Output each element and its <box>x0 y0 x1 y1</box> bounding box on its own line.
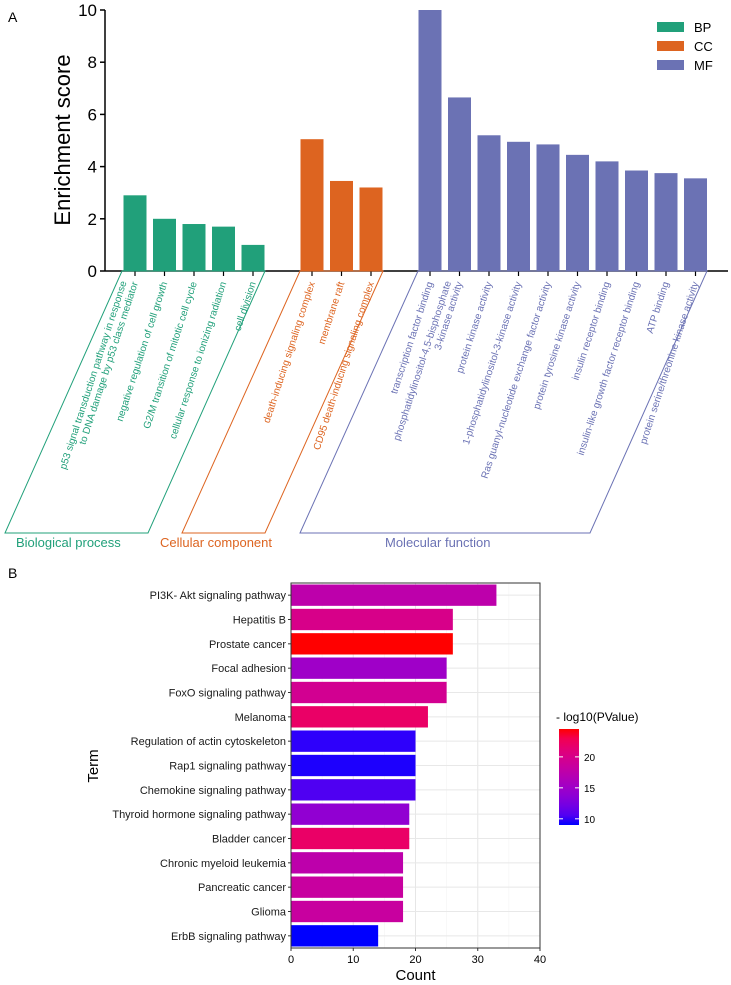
panel-a-chart: 0 2 4 6 8 10 Enrichment score p53 signal transd… <box>4 1 728 550</box>
panel-label-a: A <box>8 9 18 25</box>
y-tick-label: Prostate cancer <box>209 639 286 651</box>
bar-bp <box>153 218 176 271</box>
y-tick-label: 2 <box>88 210 97 229</box>
bar <box>291 633 453 655</box>
y-tick-label: Glioma <box>251 907 287 919</box>
x-tick-label: 30 <box>472 954 484 966</box>
bar <box>291 779 416 801</box>
x-tick-label: cell division <box>233 281 259 333</box>
group-label: Cellular component <box>160 535 272 550</box>
y-tick-label: Hepatitis B <box>233 615 286 627</box>
y-tick-label: FoxO signaling pathway <box>169 688 287 700</box>
bar-mf <box>654 173 678 271</box>
bar-cc <box>330 180 353 271</box>
y-tick-label: PI3K- Akt signaling pathway <box>150 590 287 602</box>
y-tick-label: Melanoma <box>235 712 287 724</box>
colorbar <box>559 729 579 825</box>
x-tick-label: 0 <box>288 954 294 966</box>
bar <box>291 584 497 606</box>
bar-mf <box>625 170 648 271</box>
legend-label: BP <box>694 20 711 35</box>
bar-bp <box>123 195 147 271</box>
panel-label-b: B <box>8 565 17 581</box>
colorbar-tick-label: 15 <box>584 784 596 795</box>
bar-bp <box>182 224 206 271</box>
bar <box>291 852 404 874</box>
bar-mf <box>595 161 619 271</box>
x-axis-title: Count <box>395 967 436 984</box>
legend-label: CC <box>694 39 713 54</box>
y-tick-label: 0 <box>88 262 97 281</box>
colorbar-tick-label: 10 <box>584 815 596 826</box>
y-tick-label: Bladder cancer <box>212 834 286 846</box>
bar <box>291 876 404 898</box>
legend-label: MF <box>694 58 713 73</box>
x-tick-label: 1-phosphatidylinositol-3-kinase activity <box>461 281 524 447</box>
x-tick-label-line: p53 signal transduction pathway in respo… <box>58 277 130 471</box>
bar <box>291 754 416 777</box>
x-tick-label: 40 <box>534 954 546 966</box>
bar-mf <box>507 141 530 271</box>
legend-swatch-bp <box>657 22 684 32</box>
bar-bp <box>241 244 265 271</box>
y-tick-label: Rap1 signaling pathway <box>169 761 286 773</box>
bar <box>291 608 453 631</box>
bar <box>291 681 447 704</box>
group-label: Biological process <box>16 535 121 550</box>
bar <box>291 925 379 947</box>
y-tick-label: 6 <box>88 105 97 124</box>
bar <box>291 900 404 923</box>
group-bracket <box>4 270 266 534</box>
y-axis-title: Term <box>85 749 102 782</box>
bar-cc <box>359 187 383 271</box>
y-tick-label: Regulation of actin cytoskeleton <box>131 736 286 748</box>
x-tick-label-line: to DNA damage by p53 class mediator <box>78 280 141 446</box>
bar-cc <box>300 139 324 271</box>
legend-swatch-mf <box>657 60 684 70</box>
bar-bp <box>212 226 235 271</box>
x-tick-label: G2/M transition of mitotic cell cycle <box>142 280 200 430</box>
y-tick-label: ErbB signaling pathway <box>171 931 286 943</box>
group-bracket <box>181 270 384 534</box>
panel-b-chart: PI3K- Akt signaling pathway Hepatitis B Pr… <box>85 582 639 984</box>
group-label: Molecular function <box>385 535 491 550</box>
bar <box>291 827 410 850</box>
bar-mf <box>566 154 589 271</box>
bar <box>291 730 416 752</box>
y-axis-title: Enrichment score <box>50 54 75 225</box>
bar <box>291 803 410 825</box>
legend-swatch-cc <box>657 41 684 51</box>
x-tick-label: membrane raft <box>317 280 348 345</box>
x-tick-label: 20 <box>409 954 421 966</box>
y-tick-label: 4 <box>88 158 97 177</box>
bar-mf <box>477 135 501 271</box>
bar-mf <box>418 10 442 271</box>
y-tick-label: Chemokine signaling pathway <box>140 785 287 797</box>
bar-mf <box>684 178 707 271</box>
y-tick-label: 8 <box>88 53 97 72</box>
y-tick-label: Focal adhesion <box>211 663 286 675</box>
x-tick-label: 10 <box>347 954 359 966</box>
y-tick-label: 10 <box>78 1 97 20</box>
x-tick-label: cellular response to ionizing radiation <box>168 281 229 441</box>
group-bracket <box>299 270 708 534</box>
y-tick-label: Pancreatic cancer <box>198 882 286 894</box>
bar <box>291 657 447 679</box>
bar-mf <box>536 144 560 271</box>
bar-mf <box>448 97 471 271</box>
x-tick-label: ATP binding <box>645 281 672 335</box>
x-tick-label: death-inducing signaling complex <box>262 281 318 425</box>
colorbar-tick-label: 20 <box>584 753 596 764</box>
y-tick-label: Chronic myeloid leukemia <box>160 858 287 870</box>
bar <box>291 706 428 728</box>
colorbar-title: - log10(PValue) <box>556 710 639 724</box>
y-tick-label: Thyroid hormone signaling pathway <box>112 809 286 821</box>
x-tick-label: insulin-like growth factor receptor bind… <box>576 281 643 457</box>
